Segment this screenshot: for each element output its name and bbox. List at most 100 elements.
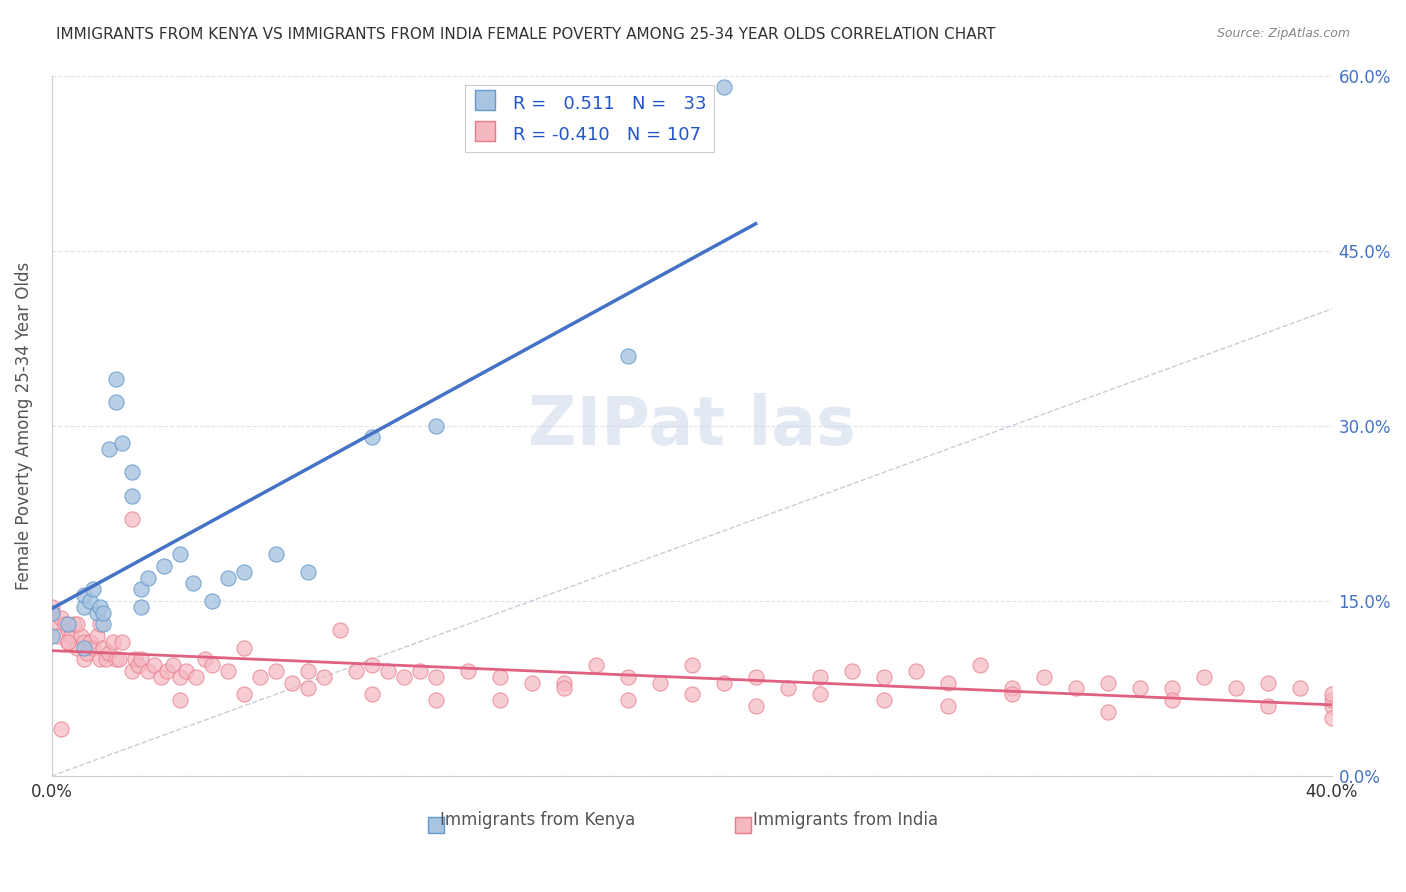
Immigrants from Kenya [104, 395, 127, 409]
Immigrants from India [488, 670, 510, 684]
Immigrants from India [264, 664, 287, 678]
Immigrants from India [217, 664, 239, 678]
Text: Immigrants from India: Immigrants from India [752, 811, 938, 829]
Immigrants from India [1320, 711, 1343, 725]
Immigrants from India [101, 634, 124, 648]
Immigrants from India [51, 723, 73, 737]
Immigrants from India [841, 664, 863, 678]
Immigrants from India [136, 664, 159, 678]
Immigrants from India [82, 640, 104, 655]
Immigrants from India [232, 687, 254, 701]
Immigrants from India [681, 687, 703, 701]
Immigrants from India [1320, 693, 1343, 707]
Immigrants from India [713, 675, 735, 690]
Immigrants from India [66, 617, 89, 632]
Immigrants from India [162, 658, 184, 673]
Immigrants from Kenya [86, 606, 108, 620]
Y-axis label: Female Poverty Among 25-34 Year Olds: Female Poverty Among 25-34 Year Olds [15, 261, 32, 590]
Immigrants from India [520, 675, 543, 690]
Immigrants from Kenya [181, 576, 204, 591]
Immigrants from Kenya [73, 599, 96, 614]
Immigrants from India [297, 681, 319, 696]
Immigrants from India [1064, 681, 1087, 696]
Immigrants from India [56, 623, 79, 637]
Immigrants from India [79, 634, 101, 648]
Immigrants from India [94, 652, 117, 666]
Immigrants from India [184, 670, 207, 684]
Text: IMMIGRANTS FROM KENYA VS IMMIGRANTS FROM INDIA FEMALE POVERTY AMONG 25-34 YEAR O: IMMIGRANTS FROM KENYA VS IMMIGRANTS FROM… [56, 27, 995, 42]
Immigrants from India [425, 693, 447, 707]
Immigrants from India [808, 687, 831, 701]
Immigrants from India [149, 670, 172, 684]
Immigrants from Kenya [91, 606, 114, 620]
Immigrants from India [111, 634, 134, 648]
Immigrants from India [41, 617, 63, 632]
Immigrants from India [69, 629, 91, 643]
Immigrants from India [776, 681, 799, 696]
Immigrants from Kenya [98, 442, 121, 456]
Immigrants from India [56, 634, 79, 648]
Immigrants from India [457, 664, 479, 678]
Immigrants from India [51, 611, 73, 625]
Immigrants from India [553, 675, 575, 690]
Immigrants from India [616, 693, 638, 707]
Immigrants from India [108, 652, 131, 666]
Immigrants from Kenya [41, 629, 63, 643]
Immigrants from India [143, 658, 166, 673]
Immigrants from India [1129, 681, 1152, 696]
Immigrants from India [89, 652, 111, 666]
Immigrants from Kenya [232, 565, 254, 579]
Immigrants from India [1257, 675, 1279, 690]
Immigrants from Kenya [131, 582, 153, 597]
Immigrants from India [232, 640, 254, 655]
Immigrants from India [312, 670, 335, 684]
Immigrants from India [1097, 705, 1119, 719]
Immigrants from India [1320, 687, 1343, 701]
Immigrants from India [46, 629, 69, 643]
Immigrants from India [1257, 698, 1279, 713]
Immigrants from India [56, 634, 79, 648]
Immigrants from Kenya [152, 558, 174, 573]
Immigrants from Kenya [41, 606, 63, 620]
Immigrants from India [121, 512, 143, 526]
Immigrants from India [360, 658, 382, 673]
Immigrants from India [1320, 698, 1343, 713]
Immigrants from Kenya [425, 418, 447, 433]
Immigrants from Kenya [131, 599, 153, 614]
Immigrants from India [1192, 670, 1215, 684]
Immigrants from Kenya [169, 547, 191, 561]
Immigrants from India [121, 664, 143, 678]
Immigrants from Kenya [297, 565, 319, 579]
Immigrants from Kenya [616, 349, 638, 363]
Immigrants from Kenya [360, 430, 382, 444]
Immigrants from Kenya [264, 547, 287, 561]
Immigrants from India [73, 634, 96, 648]
Legend: R =   0.511   N =   33, R = -0.410   N = 107: R = 0.511 N = 33, R = -0.410 N = 107 [464, 85, 714, 152]
Immigrants from India [41, 599, 63, 614]
Immigrants from India [360, 687, 382, 701]
Immigrants from Kenya [104, 372, 127, 386]
Immigrants from Kenya [201, 594, 224, 608]
Immigrants from India [41, 606, 63, 620]
Immigrants from India [808, 670, 831, 684]
Immigrants from India [681, 658, 703, 673]
Immigrants from Kenya [217, 570, 239, 584]
Immigrants from India [104, 652, 127, 666]
Immigrants from India [98, 647, 121, 661]
Immigrants from Kenya [73, 588, 96, 602]
Immigrants from India [1225, 681, 1247, 696]
Text: Source: ZipAtlas.com: Source: ZipAtlas.com [1216, 27, 1350, 40]
Immigrants from India [280, 675, 302, 690]
Immigrants from India [156, 664, 179, 678]
Immigrants from Kenya [111, 436, 134, 450]
Text: Immigrants from Kenya: Immigrants from Kenya [440, 811, 636, 829]
Immigrants from India [169, 693, 191, 707]
Immigrants from India [648, 675, 671, 690]
Immigrants from India [553, 681, 575, 696]
Immigrants from India [53, 617, 76, 632]
Immigrants from India [73, 652, 96, 666]
Immigrants from India [89, 617, 111, 632]
Immigrants from India [488, 693, 510, 707]
Immigrants from India [392, 670, 415, 684]
Immigrants from India [194, 652, 217, 666]
